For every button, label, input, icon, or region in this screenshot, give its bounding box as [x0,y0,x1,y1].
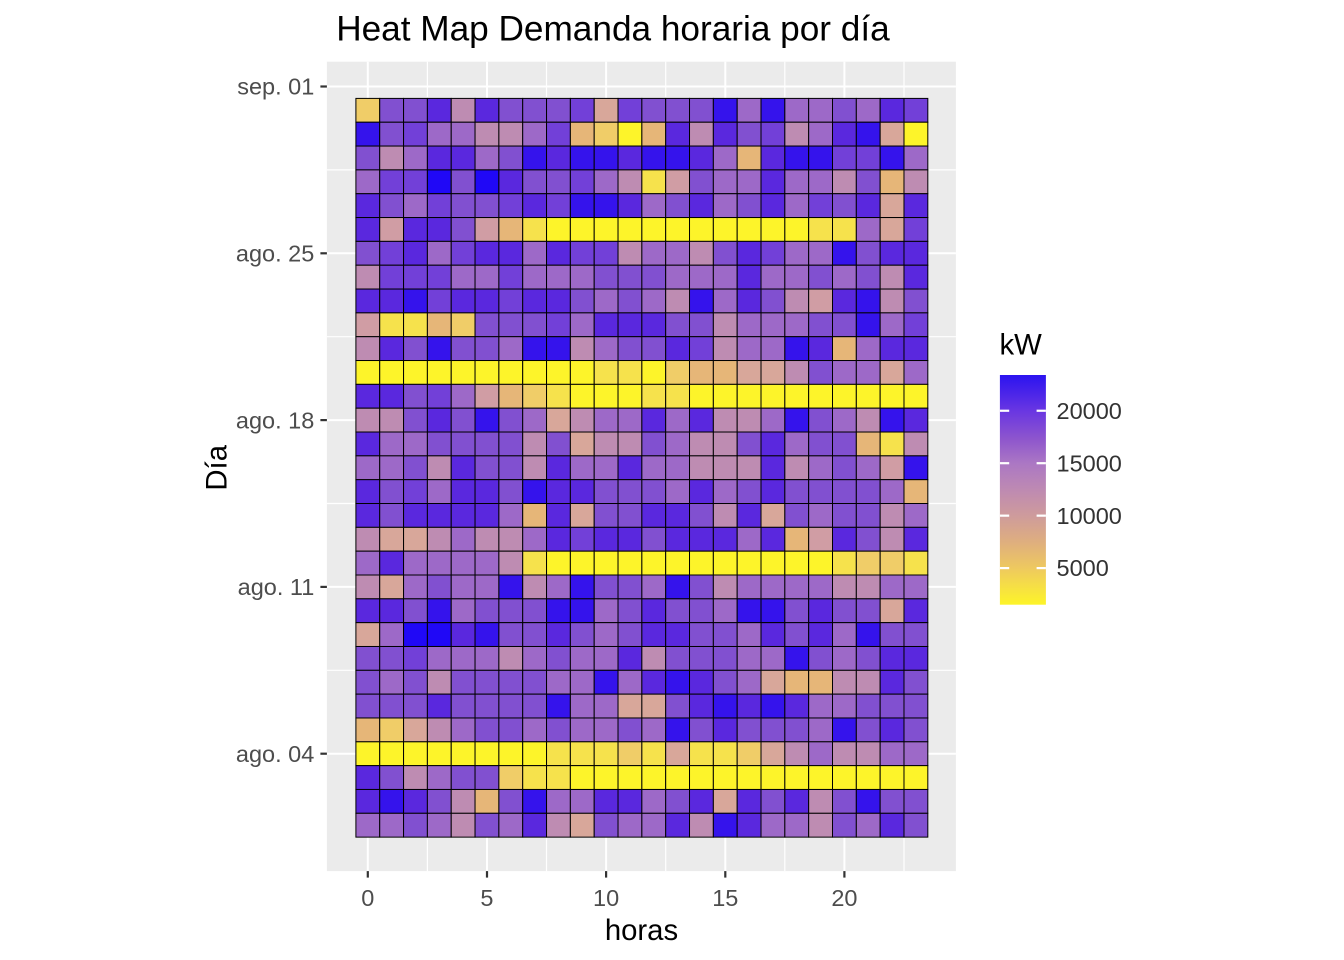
svg-text:ago. 04: ago. 04 [236,741,314,767]
svg-text:10000: 10000 [1057,503,1122,529]
svg-text:20000: 20000 [1057,398,1122,424]
svg-text:kW: kW [1000,329,1043,362]
svg-text:20: 20 [831,885,857,911]
svg-text:ago. 18: ago. 18 [236,407,314,433]
svg-text:ago. 25: ago. 25 [236,241,314,267]
svg-text:5: 5 [480,885,493,911]
svg-text:15000: 15000 [1057,450,1122,476]
svg-text:10: 10 [593,885,619,911]
svg-text:5000: 5000 [1057,555,1109,581]
svg-text:15: 15 [712,885,738,911]
svg-text:ago. 11: ago. 11 [238,574,315,600]
svg-text:Heat Map Demanda horaria por d: Heat Map Demanda horaria por día [336,10,890,49]
svg-text:Día: Día [201,444,234,490]
svg-text:sep. 01: sep. 01 [237,74,314,100]
svg-text:horas: horas [605,914,678,947]
svg-text:0: 0 [361,885,374,911]
